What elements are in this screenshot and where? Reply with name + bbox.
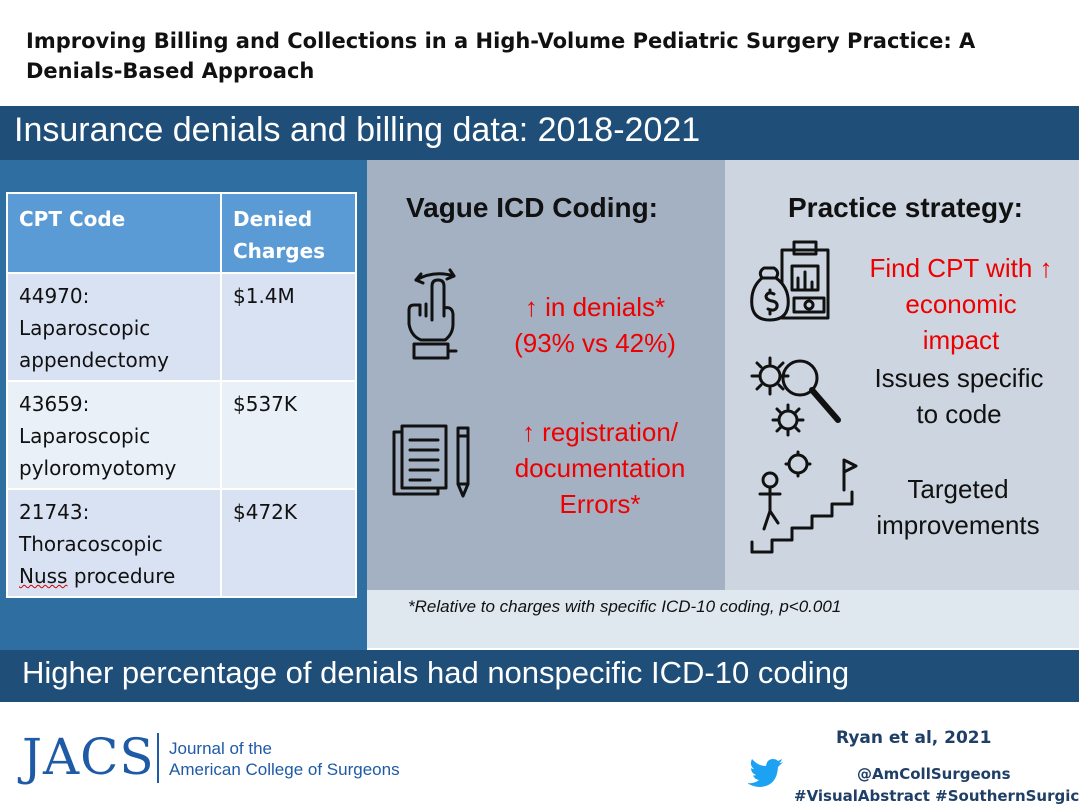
page-title: Improving Billing and Collections in a H… <box>26 29 976 83</box>
table-row: 21743: Thoracoscopic Nuss procedure $472… <box>6 488 357 598</box>
strategy-find-cpt-line1: Find CPT with ↑ <box>869 253 1053 283</box>
strategy-targeted: Targeted improvements <box>858 471 1058 543</box>
hashtags: #VisualAbstract #SouthernSurgical <box>794 787 1079 805</box>
conclusion-text: Higher percentage of denials had nonspec… <box>22 655 850 690</box>
cpt-code: 43659: <box>19 392 90 416</box>
procedure-name: Thoracoscopic <box>19 532 163 556</box>
finding-denials-line2: (93% vs 42%) <box>514 328 676 358</box>
denied-charge-cell: $472K <box>220 488 357 598</box>
journal-logo-mark: JACS <box>22 728 155 786</box>
money-report-icon <box>748 238 834 328</box>
finding-denials-line1: ↑ in denials* <box>524 292 666 322</box>
strategy-find-cpt-line2: economic <box>905 289 1017 319</box>
procedure-name: pyloromyotomy <box>19 456 177 480</box>
section-band <box>0 106 1079 162</box>
strategy-find-cpt: Find CPT with ↑ economic impact <box>848 250 1074 358</box>
procedure-name: appendectomy <box>19 348 170 372</box>
footnote-box <box>367 590 1079 648</box>
procedure-word: Nuss <box>19 564 68 588</box>
vague-icd-heading: Vague ICD Coding: <box>406 192 658 223</box>
denied-charge-cell: $537K <box>220 380 357 490</box>
cpt-table: CPT Code Denied Charges 44970: Laparosco… <box>6 192 357 598</box>
cpt-code-cell: 43659: Laparoscopic pyloromyotomy <box>6 380 222 490</box>
denied-charge-cell: $1.4M <box>220 272 357 382</box>
cpt-code: 44970: <box>19 284 90 308</box>
hand-swipe-icon <box>402 268 468 364</box>
strategy-issues-line2: to code <box>916 399 1002 429</box>
twitter-handle[interactable]: @AmCollSurgeons <box>857 765 1011 783</box>
section-band-title: Insurance denials and billing data: 2018… <box>14 111 701 149</box>
practice-strategy-heading: Practice strategy: <box>788 192 1024 223</box>
finding-denials: ↑ in denials* (93% vs 42%) <box>472 289 718 361</box>
finding-errors: ↑ registration/ documentation Errors* <box>492 414 708 522</box>
cpt-code-header: CPT Code <box>6 192 222 274</box>
strategy-issues: Issues specific to code <box>850 360 1068 432</box>
finding-errors-line1: ↑ registration/ <box>521 417 679 447</box>
cpt-code-cell: 44970: Laparoscopic appendectomy <box>6 272 222 382</box>
strategy-targeted-line1: Targeted <box>907 474 1009 504</box>
table-row: 44970: Laparoscopic appendectomy $1.4M <box>6 272 357 382</box>
twitter-icon[interactable] <box>748 758 784 788</box>
table-row: 43659: Laparoscopic pyloromyotomy $537K <box>6 380 357 490</box>
procedure-name: Laparoscopic <box>19 424 151 448</box>
journal-name-line2: American College of Surgeons <box>169 760 400 779</box>
procedure-name: Nuss procedure <box>19 560 209 592</box>
journal-name-line1: Journal of the <box>169 739 273 758</box>
denied-charges-header: Denied Charges <box>220 192 357 274</box>
strategy-find-cpt-line3: impact <box>922 325 1000 355</box>
documents-pencil-icon <box>390 424 476 500</box>
procedure-name: Laparoscopic <box>19 316 151 340</box>
stairs-goal-icon <box>748 450 858 556</box>
strategy-issues-line1: Issues specific <box>874 363 1044 393</box>
finding-errors-line3: Errors* <box>559 489 641 519</box>
cpt-code: 21743: <box>19 500 90 524</box>
gears-magnifier-icon <box>750 352 846 440</box>
footnote: *Relative to charges with specific ICD-1… <box>408 597 842 616</box>
table-header-row: CPT Code Denied Charges <box>6 192 357 274</box>
strategy-targeted-line2: improvements <box>876 510 1040 540</box>
author-citation: Ryan et al, 2021 <box>836 728 992 748</box>
middle-panel <box>367 160 725 590</box>
conclusion-band <box>0 650 1079 702</box>
finding-errors-line2: documentation <box>514 453 686 483</box>
logo-divider <box>157 733 159 783</box>
cpt-code-cell: 21743: Thoracoscopic Nuss procedure <box>6 488 222 598</box>
procedure-word: procedure <box>73 564 176 588</box>
